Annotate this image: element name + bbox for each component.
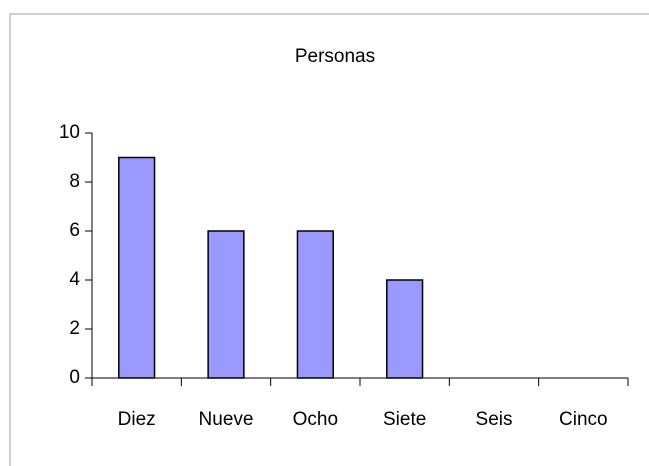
y-tick-label: 0 (69, 367, 80, 388)
x-tick-label: Diez (118, 409, 156, 430)
x-tick-label: Ocho (293, 409, 338, 430)
x-tick-label: Nueve (199, 409, 254, 430)
bar (386, 279, 424, 379)
y-tick-label: 6 (69, 220, 80, 241)
bar (207, 230, 245, 379)
y-tick-label: 10 (59, 122, 80, 143)
x-tick-label: Seis (476, 409, 513, 430)
y-tick-label: 8 (69, 171, 80, 192)
chart-title: Personas (295, 46, 375, 67)
bar (296, 230, 334, 379)
y-tick-label: 2 (69, 318, 80, 339)
x-tick-label: Siete (383, 409, 426, 430)
bar (118, 156, 156, 379)
y-tick-label: 4 (69, 269, 80, 290)
x-tick-label: Cinco (559, 409, 608, 430)
